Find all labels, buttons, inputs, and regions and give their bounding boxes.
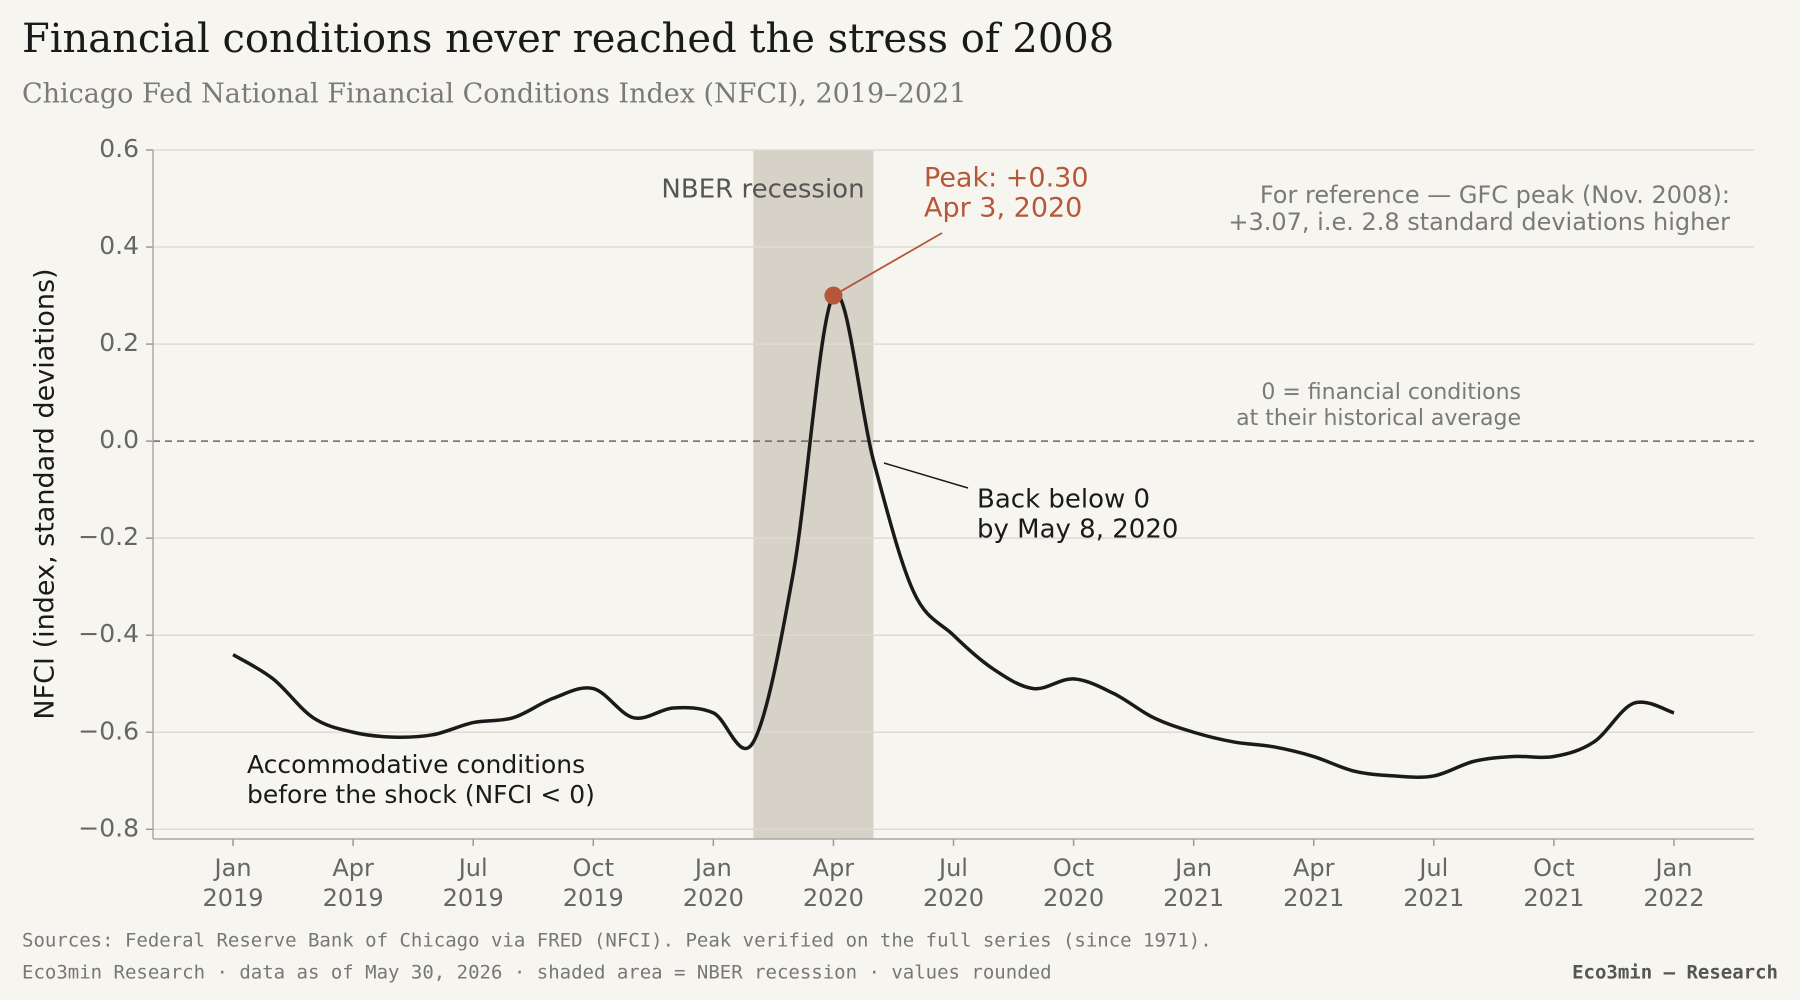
x-tick-label: Jan 2019 (202, 854, 264, 912)
annotation-peak: Peak: +0.30 (924, 163, 1089, 194)
annotation-reference: For reference — GFC peak (Nov. 2008): (1260, 181, 1730, 209)
recession-band (753, 150, 874, 839)
footer-sources: Sources: Federal Reserve Bank of Chicago… (22, 930, 1212, 952)
y-tick-label: −0.6 (78, 716, 139, 745)
y-tick-label: −0.8 (78, 813, 139, 842)
x-tick-label: Oct 2021 (1523, 854, 1585, 912)
chart-title: Financial conditions never reached the s… (22, 16, 1114, 62)
x-tick-label: Jan 2021 (1163, 854, 1225, 912)
annotation-zero-meaning: at their historical average (1236, 406, 1521, 431)
x-tick-label: Oct 2020 (1043, 854, 1105, 912)
y-tick-label: −0.4 (78, 619, 139, 648)
x-tick-label: Jul 2021 (1403, 854, 1465, 912)
annotation-reference: +3.07, i.e. 2.8 standard deviations high… (1228, 208, 1730, 236)
y-tick-label: 0.4 (99, 231, 139, 260)
x-tick-label: Apr 2021 (1283, 854, 1345, 912)
y-tick-label: 0.6 (99, 134, 139, 163)
x-tick-label: Jan 2022 (1643, 854, 1705, 912)
annotation-back-below: by May 8, 2020 (977, 515, 1178, 545)
y-tick-label: 0.0 (99, 425, 139, 454)
nfci-line (232, 292, 1675, 779)
peak-connector (832, 232, 943, 297)
back-below-connector (883, 462, 969, 489)
recession-label: NBER recession (661, 175, 864, 205)
peak-marker (824, 286, 843, 305)
x-tick-label: Jan 2020 (682, 854, 744, 912)
chart-subtitle: Chicago Fed National Financial Condition… (22, 79, 966, 110)
y-axis-label: NFCI (index, standard deviations) (30, 268, 61, 719)
footer-credit: Eco3min — Research (1572, 962, 1778, 984)
footer-note: Eco3min Research · data as of May 30, 20… (22, 962, 1052, 984)
x-tick-label: Oct 2019 (562, 854, 624, 912)
annotation-zero-meaning: 0 = financial conditions (1261, 380, 1521, 405)
y-tick-label: 0.2 (99, 328, 139, 357)
annotation-accommodative: Accommodative conditions (247, 750, 585, 779)
annotation-peak: Apr 3, 2020 (924, 193, 1082, 224)
x-tick-label: Apr 2019 (322, 854, 384, 912)
annotation-back-below: Back below 0 (977, 485, 1150, 515)
x-tick-label: Jul 2019 (442, 854, 504, 912)
y-tick-label: −0.2 (78, 522, 139, 551)
x-tick-label: Apr 2020 (802, 854, 864, 912)
x-tick-label: Jul 2020 (922, 854, 985, 912)
annotation-accommodative: before the shock (NFCI < 0) (247, 780, 595, 809)
